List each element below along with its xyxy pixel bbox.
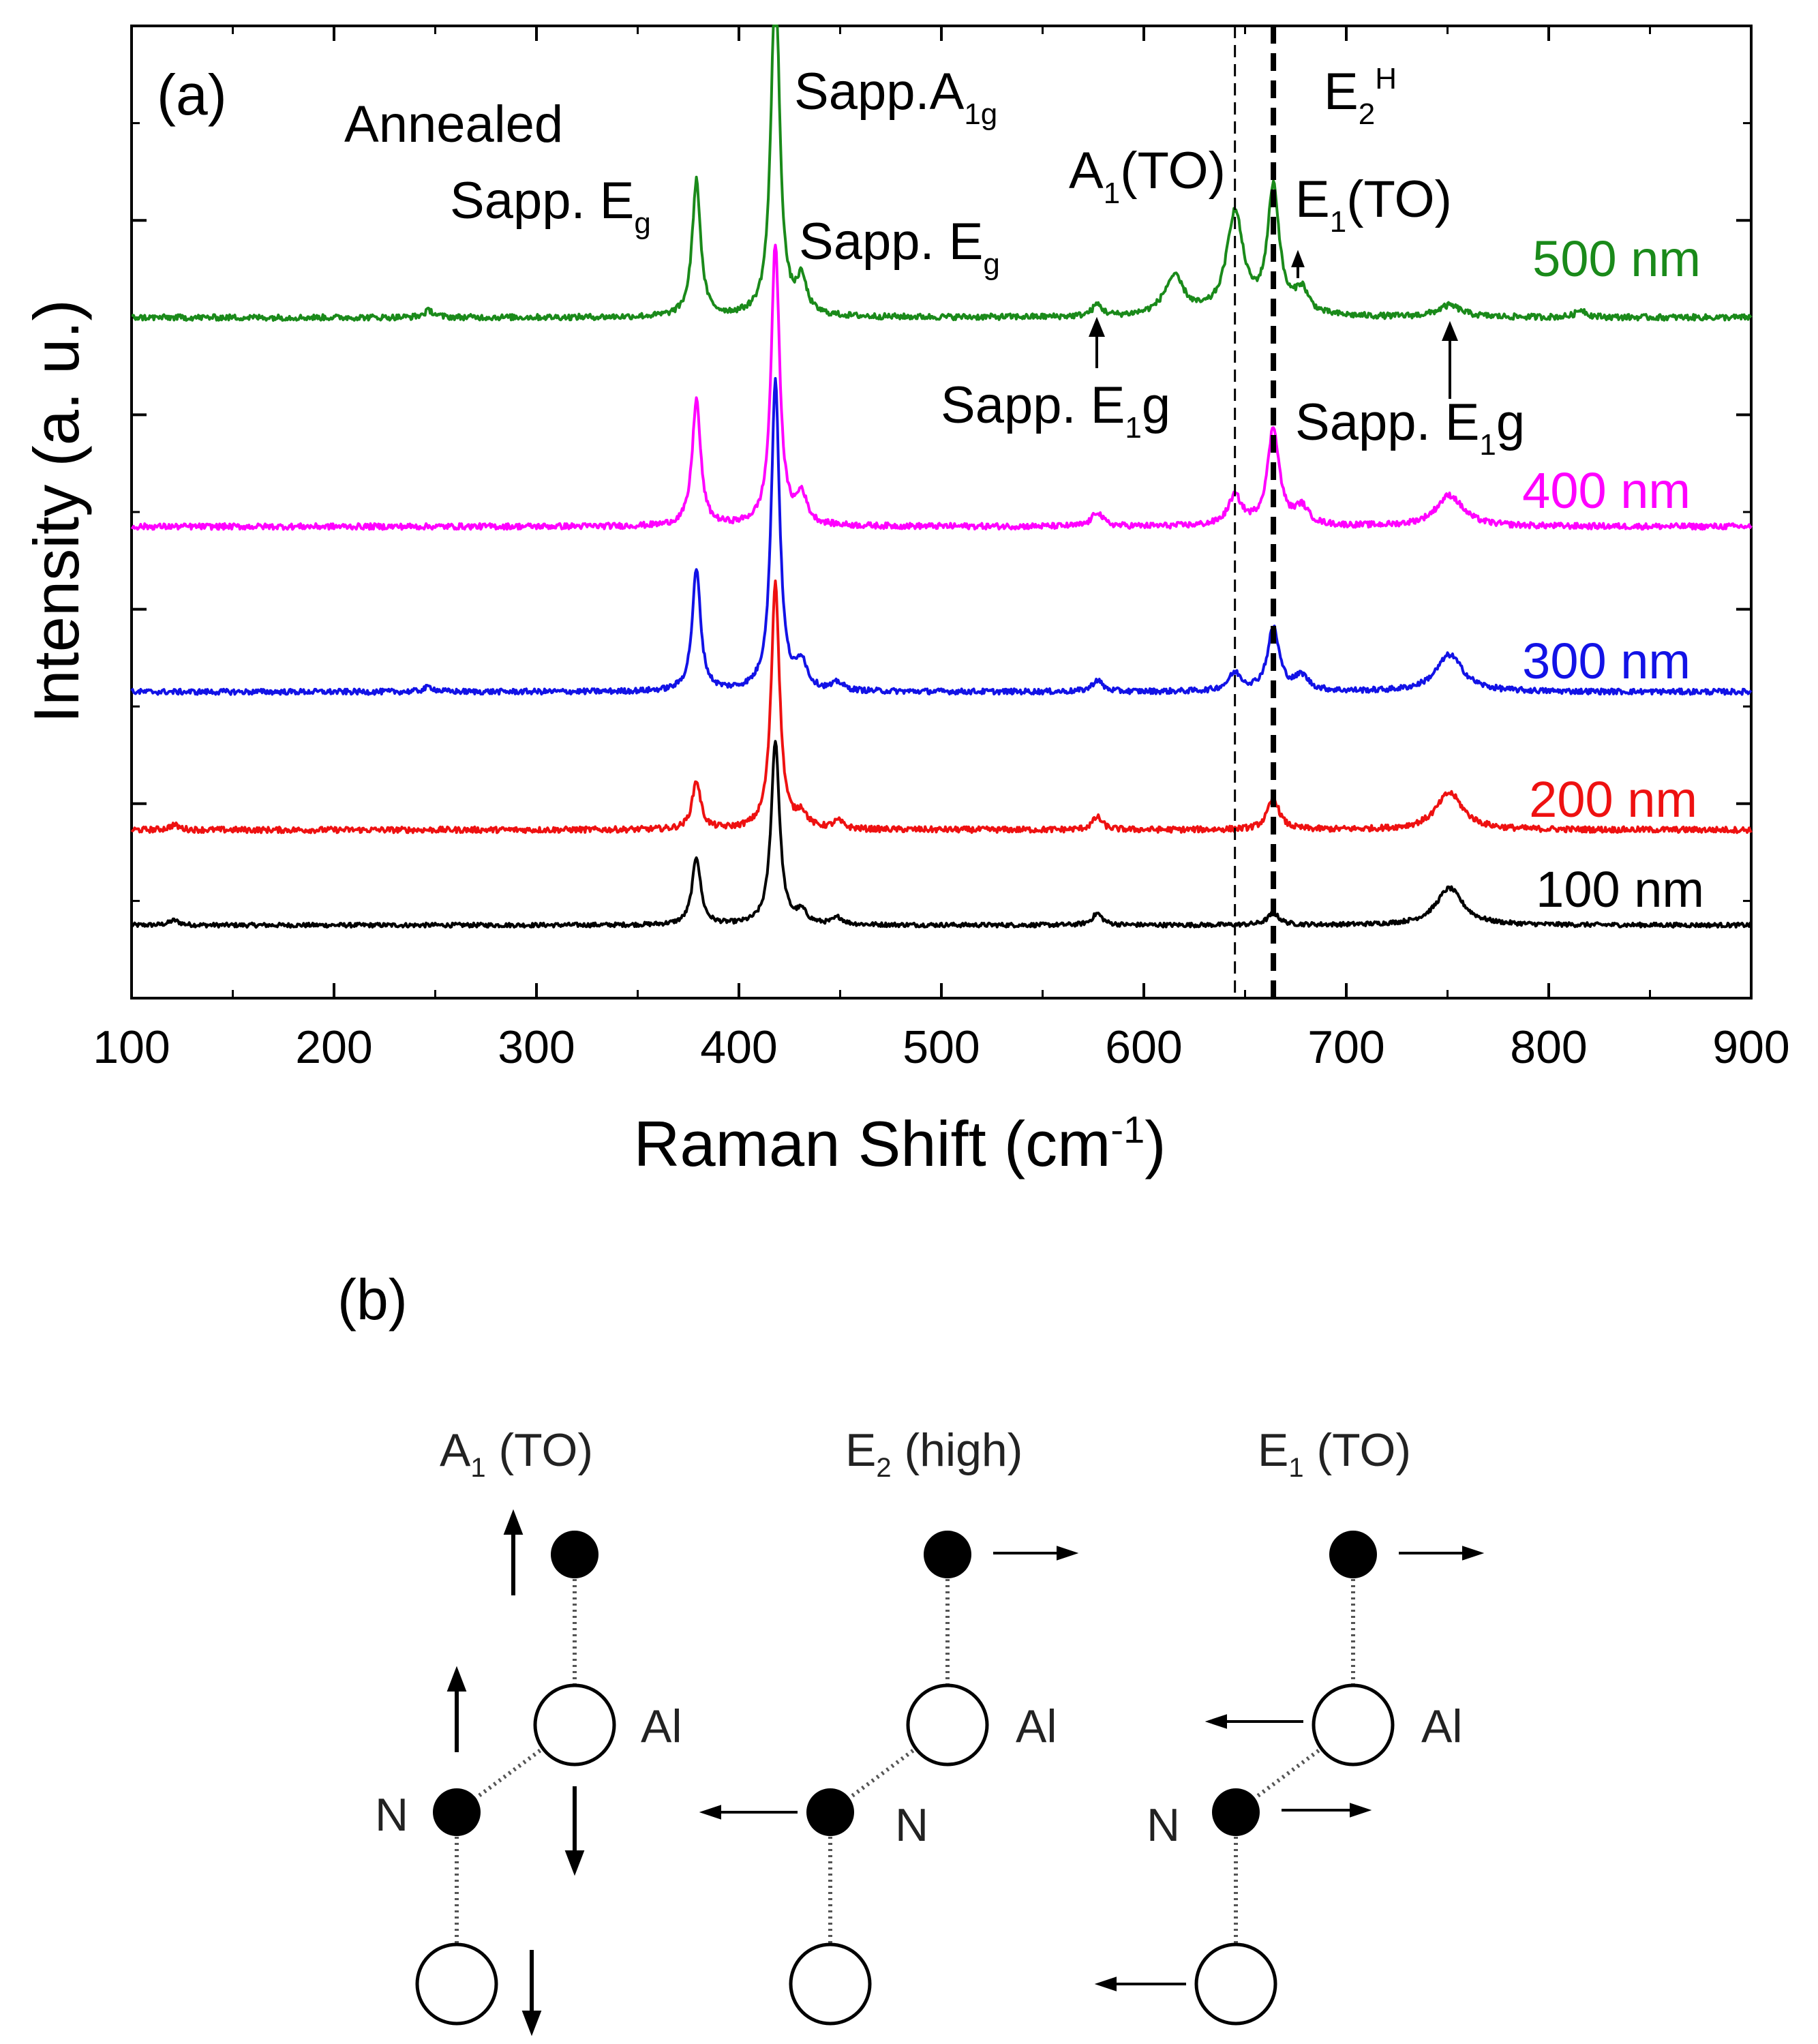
mode-e1-to: Al N: [1094, 1531, 1485, 2026]
atom-label-n: N: [895, 1799, 928, 1851]
x-axis-title-sup: -1: [1110, 1108, 1145, 1151]
mode-title-a1-to: A1 (TO): [440, 1424, 593, 1483]
condition-label: Annealed: [344, 95, 563, 153]
arrow-e1-to-head: [1291, 250, 1305, 267]
al-atom: [533, 1683, 616, 1767]
mode-a1-to: Al N: [375, 1509, 682, 2037]
arrow-down-icon: [521, 2011, 542, 2037]
x-tick-label: 600: [1105, 1021, 1182, 1073]
arrow-left-icon: [1094, 1977, 1117, 1992]
arrow-up-icon: [446, 1666, 467, 1692]
series-line-400-nm: [130, 243, 1753, 531]
series-line-100-nm: [130, 740, 1753, 929]
annotation-e1-to: E1(TO): [1295, 170, 1452, 239]
x-tick-label: 200: [295, 1021, 372, 1073]
atom-label-al: Al: [1421, 1700, 1462, 1752]
arrow-sapp-e1g-left-head: [1089, 316, 1105, 337]
series-label: 500 nm: [1532, 230, 1701, 287]
x-tick-label: 400: [700, 1021, 777, 1073]
atom-label-n: N: [1147, 1799, 1180, 1851]
spectra: [130, 25, 1753, 929]
x-axis-ticks: 100 200 300 400 500 600 700 800 900: [93, 26, 1790, 1073]
atom-label-al: Al: [1016, 1700, 1057, 1752]
annotation-arrows: [1089, 250, 1458, 399]
x-tick-label: 300: [498, 1021, 575, 1073]
displacement-arrows: [446, 1509, 585, 2037]
annotation-e2h: E2H: [1324, 62, 1397, 131]
arrow-right-icon: [1462, 1546, 1485, 1561]
al-atom: [1194, 1942, 1277, 2026]
mode-title-e1-to: E1 (TO): [1258, 1424, 1411, 1483]
y-axis-title: Intensity (a. u.): [20, 299, 92, 723]
series-label: 300 nm: [1522, 633, 1691, 689]
n-atom: [924, 1531, 971, 1578]
annotation-sapp-eg-left: Sapp. Eg: [450, 172, 651, 240]
x-tick-label: 900: [1712, 1021, 1789, 1073]
annotation-sapp-a1g: Sapp.A1g: [794, 63, 997, 131]
atom-label-n: N: [375, 1789, 408, 1841]
displacement-arrows: [699, 1546, 1079, 1820]
annotation-sapp-e1g-right: Sapp. E1g: [1295, 393, 1525, 462]
series-line-300-nm: [130, 377, 1753, 696]
annotation-a1-to: A1(TO): [1069, 142, 1226, 210]
series-line-500-nm: [131, 25, 1753, 322]
annotation-sapp-eg-right: Sapp. Eg: [799, 213, 1000, 281]
series-label: 100 nm: [1536, 861, 1704, 918]
x-axis-title-close: ): [1145, 1108, 1166, 1179]
x-tick-label: 800: [1510, 1021, 1587, 1073]
displacement-arrows: [1094, 1546, 1485, 1992]
al-atom: [906, 1683, 989, 1767]
panel-b-label: (b): [337, 1267, 408, 1332]
x-tick-label: 500: [903, 1021, 980, 1073]
arrow-right-icon: [1057, 1546, 1079, 1561]
al-atom: [789, 1942, 872, 2026]
plot-frame: [130, 25, 1753, 1000]
series-line-200-nm: [130, 580, 1753, 835]
n-atom: [1212, 1788, 1260, 1836]
series-label: 200 nm: [1529, 771, 1697, 828]
raman-chart: 100 200 300 400 500 600 700 800 900 Intensity (a…: [20, 25, 1790, 1179]
n-atom: [806, 1788, 854, 1836]
reference-lines: [1234, 26, 1277, 998]
arrow-up-icon: [503, 1509, 524, 1535]
n-atom: [1329, 1531, 1377, 1578]
mode-e2-high: Al N: [699, 1531, 1079, 2026]
arrow-sapp-e1g-right-head: [1442, 320, 1458, 341]
annotation-sapp-e1g-left: Sapp. E1g: [941, 376, 1170, 445]
arrow-left-icon: [699, 1805, 721, 1820]
x-axis-title: Raman Shift (cm-1): [633, 1108, 1166, 1179]
series-label: 400 nm: [1522, 462, 1691, 519]
x-axis-title-main: Raman Shift (cm: [633, 1108, 1110, 1179]
arrow-left-icon: [1205, 1714, 1227, 1729]
arrow-down-icon: [564, 1850, 585, 1876]
n-atom: [551, 1531, 599, 1578]
n-atom: [433, 1788, 481, 1836]
x-tick-label: 700: [1307, 1021, 1384, 1073]
vibration-diagram: (b) A1 (TO) E2 (high) E1 (TO) Al N: [337, 1267, 1485, 2037]
al-atom: [415, 1942, 498, 2026]
series-labels: 500 nm 400 nm 300 nm 200 nm 100 nm: [1522, 230, 1704, 918]
panel-a-label: (a): [157, 63, 227, 127]
al-atom: [1312, 1683, 1395, 1767]
mode-title-e2-high: E2 (high): [845, 1424, 1022, 1483]
arrow-right-icon: [1350, 1803, 1372, 1818]
atom-label-al: Al: [641, 1700, 682, 1752]
x-tick-label: 100: [93, 1021, 170, 1073]
